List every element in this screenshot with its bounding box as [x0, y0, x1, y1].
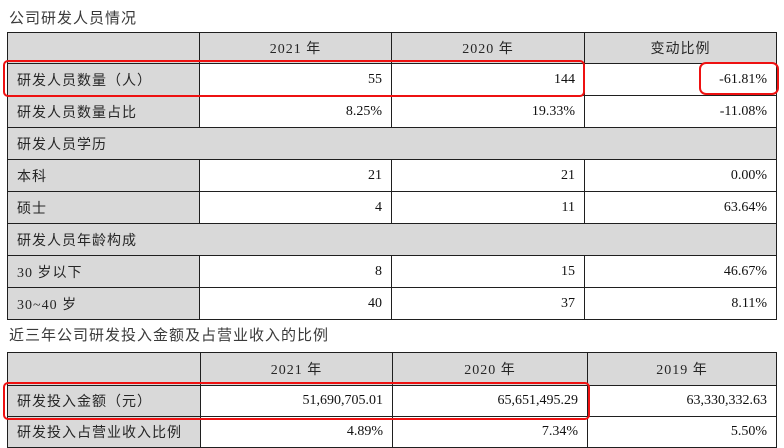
table-section-row-age: 研发人员年龄构成 [7, 223, 777, 256]
value-2020: 37 [391, 287, 585, 320]
table-section-row-education: 研发人员学历 [7, 127, 777, 160]
value-2020: 144 [391, 63, 585, 96]
header-year-2021: 2021 年 [199, 32, 392, 64]
table-row-under-30: 30 岁以下 8 15 46.67% [7, 255, 777, 288]
value-2021: 4 [199, 191, 392, 224]
value-change: 46.67% [584, 255, 777, 288]
value-2020: 7.34% [392, 416, 588, 448]
row-label: 研发人员数量占比 [7, 95, 200, 128]
section-row-label: 研发人员学历 [7, 127, 777, 160]
header-empty-cell [7, 32, 200, 64]
row-label: 本科 [7, 159, 200, 192]
table-row-rd-revenue-ratio: 研发投入占营业收入比例 4.89% 7.34% 5.50% [7, 416, 777, 448]
value-2020: 21 [391, 159, 585, 192]
header-empty-cell [7, 352, 201, 386]
value-2021: 8 [199, 255, 392, 288]
value-2019: 63,330,332.63 [587, 385, 777, 417]
table-row-master: 硕士 4 11 63.64% [7, 191, 777, 224]
table-row-30-40: 30~40 岁 40 37 8.11% [7, 287, 777, 320]
table-row-rd-investment: 研发投入金额（元） 51,690,705.01 65,651,495.29 63… [7, 385, 777, 417]
table-row-personnel-ratio: 研发人员数量占比 8.25% 19.33% -11.08% [7, 95, 777, 128]
row-label: 研发投入占营业收入比例 [7, 416, 201, 448]
header-change-ratio: 变动比例 [584, 32, 777, 64]
value-change: 0.00% [584, 159, 777, 192]
value-2020: 11 [391, 191, 585, 224]
value-2021: 8.25% [199, 95, 392, 128]
rd-investment-table: 2021 年 2020 年 2019 年 研发投入金额（元） 51,690,70… [7, 352, 777, 448]
header-year-2020: 2020 年 [392, 352, 588, 386]
header-year-2021: 2021 年 [200, 352, 393, 386]
value-change: -11.08% [584, 95, 777, 128]
value-2021: 55 [199, 63, 392, 96]
value-2021: 51,690,705.01 [200, 385, 393, 417]
value-2020: 65,651,495.29 [392, 385, 588, 417]
value-change: -61.81% [584, 63, 777, 96]
value-change: 63.64% [584, 191, 777, 224]
value-2021: 4.89% [200, 416, 393, 448]
row-label: 30 岁以下 [7, 255, 200, 288]
header-year-2019: 2019 年 [587, 352, 777, 386]
rd-personnel-table: 2021 年 2020 年 变动比例 研发人员数量（人） 55 144 -61.… [7, 32, 777, 320]
rd-personnel-section-title: 公司研发人员情况 [9, 11, 138, 27]
value-2019: 5.50% [587, 416, 777, 448]
section-row-label: 研发人员年龄构成 [7, 223, 777, 256]
value-2021: 21 [199, 159, 392, 192]
row-label: 研发投入金额（元） [7, 385, 201, 417]
table-row-personnel-count: 研发人员数量（人） 55 144 -61.81% [7, 63, 777, 96]
value-2021: 40 [199, 287, 392, 320]
value-change: 8.11% [584, 287, 777, 320]
table-header-row: 2021 年 2020 年 2019 年 [7, 352, 777, 386]
value-2020: 19.33% [391, 95, 585, 128]
row-label: 研发人员数量（人） [7, 63, 200, 96]
table-header-row: 2021 年 2020 年 变动比例 [7, 32, 777, 64]
header-year-2020: 2020 年 [391, 32, 585, 64]
row-label: 30~40 岁 [7, 287, 200, 320]
value-2020: 15 [391, 255, 585, 288]
rd-investment-section-title: 近三年公司研发投入金额及占营业收入的比例 [9, 328, 330, 344]
table-row-bachelor: 本科 21 21 0.00% [7, 159, 777, 192]
row-label: 硕士 [7, 191, 200, 224]
